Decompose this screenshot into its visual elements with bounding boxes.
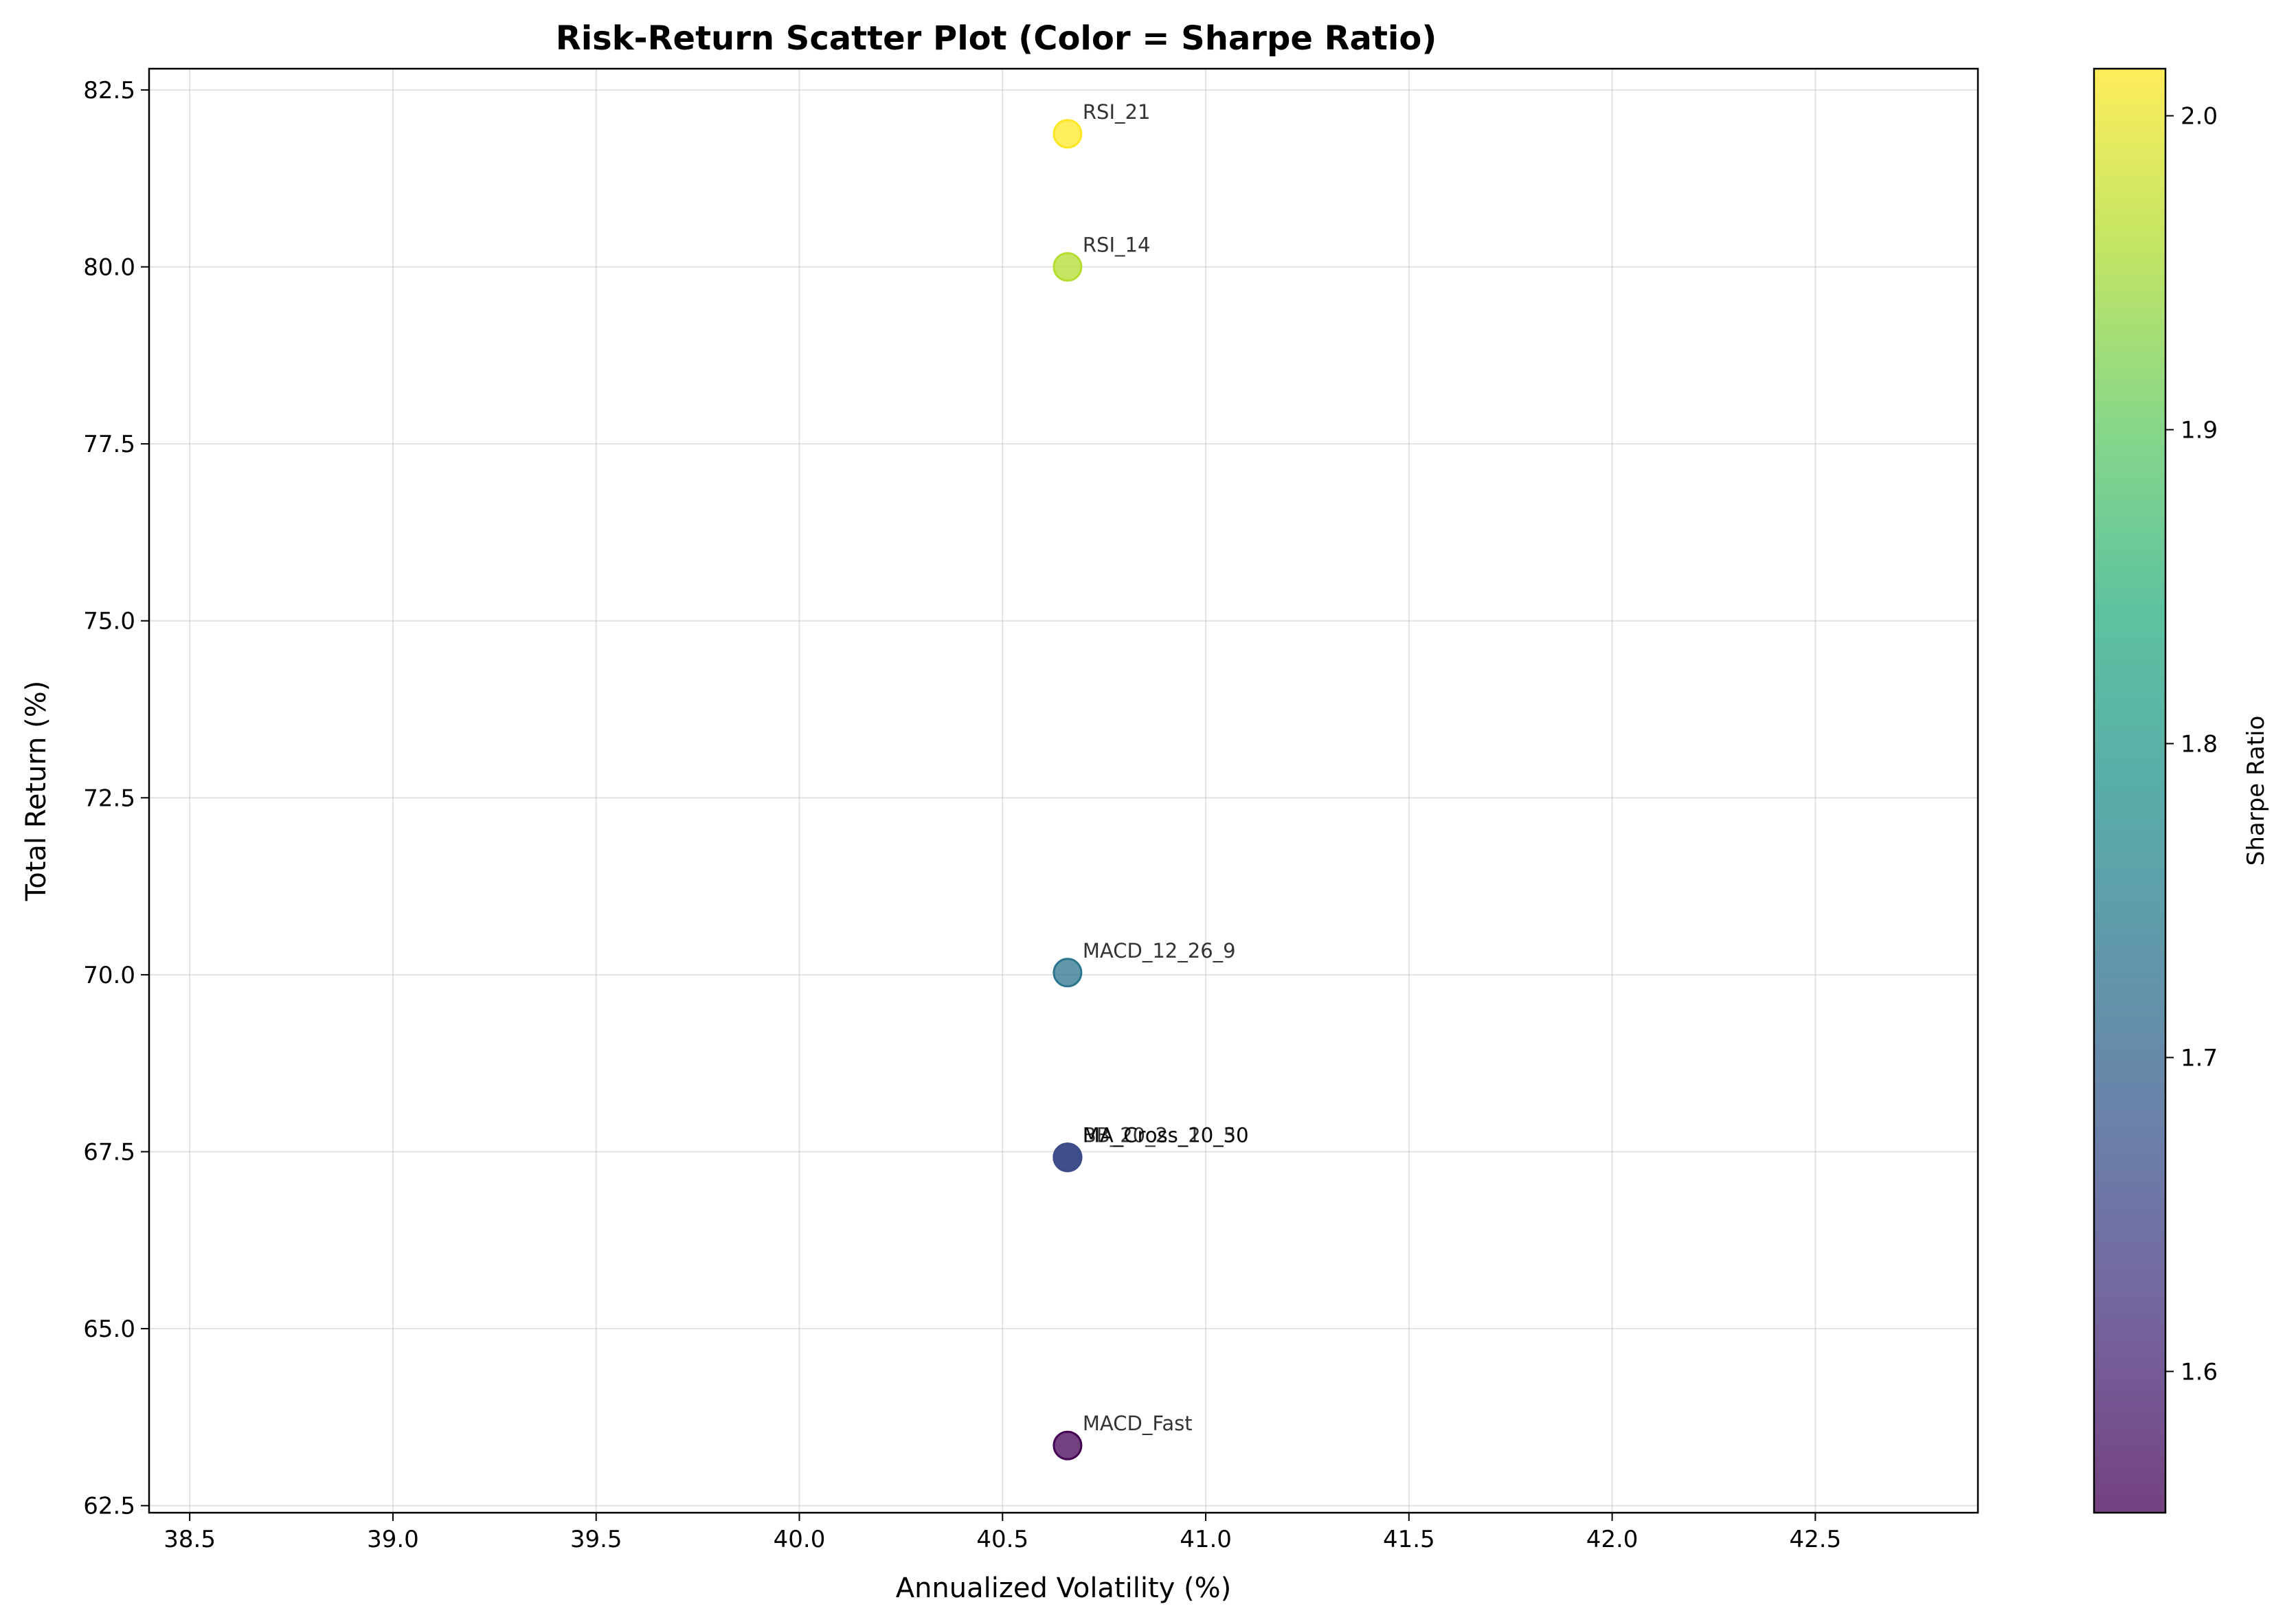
scatter-point [1053, 1142, 1083, 1173]
scatter-point [1053, 1430, 1083, 1461]
y-tick-label: 70.0 [83, 962, 135, 989]
y-tick-label: 62.5 [83, 1493, 135, 1520]
colorbar: 1.6 1.7 1.8 1.9 2.0 Sharpe Ratio [2093, 67, 2270, 1514]
x-tick-label: 38.5 [164, 1526, 216, 1553]
x-tick-label: 41.0 [1180, 1526, 1232, 1553]
y-tick-label: 65.0 [83, 1316, 135, 1343]
y-axis-title: Total Return (%) [21, 681, 52, 902]
point-label: MA_Cross_10_30 [1083, 1124, 1249, 1147]
x-tick-label: 39.0 [367, 1526, 419, 1553]
point-label: RSI_21 [1083, 100, 1151, 124]
y-tick-label: 82.5 [83, 77, 135, 104]
point-label: MACD_12_26_9 [1083, 939, 1236, 962]
y-tick-label: 67.5 [83, 1139, 135, 1166]
point-label: MACD_Fast [1083, 1412, 1193, 1435]
scatter-points [1053, 119, 1083, 1461]
x-tick-label: 41.5 [1383, 1526, 1435, 1553]
colorbar-tick-label: 1.8 [2181, 730, 2218, 758]
y-tick-label: 72.5 [83, 785, 135, 812]
colorbar-tick-label: 1.9 [2181, 417, 2218, 444]
grid-lines [149, 69, 1978, 1513]
point-labels: RSI_21RSI_14MACD_12_26_9MA_Cross_10_30MA… [1083, 100, 1249, 1435]
colorbar-tick-label: 1.6 [2181, 1358, 2218, 1386]
x-tick-label: 42.0 [1586, 1526, 1639, 1553]
y-tick-label: 75.0 [83, 608, 135, 635]
y-tick-label: 80.0 [83, 254, 135, 282]
point-label: MA_Cross_20_50 [1083, 1124, 1249, 1147]
scatter-point [1053, 119, 1083, 149]
x-tick-label: 39.5 [570, 1526, 622, 1553]
point-label: BB_20_2 [1083, 1124, 1168, 1147]
colorbar-gradient [2093, 67, 2167, 1514]
y-tick-label: 77.5 [83, 431, 135, 458]
point-label: RSI_14 [1083, 234, 1151, 257]
x-tick-label: 40.5 [976, 1526, 1028, 1553]
axis-ticks: 38.5 39.0 39.5 40.0 40.5 41.0 41.5 42.0 42.5 62.5… [83, 77, 1841, 1553]
x-tick-label: 40.0 [774, 1526, 826, 1553]
colorbar-tick-label: 2.0 [2181, 103, 2218, 131]
colorbar-ticks: 1.6 1.7 1.8 1.9 2.0 [2165, 103, 2218, 1386]
scatter-point [1053, 252, 1083, 282]
colorbar-tick-label: 1.7 [2181, 1044, 2218, 1072]
scatter-point [1053, 958, 1083, 988]
chart-title: Risk-Return Scatter Plot (Color = Sharpe… [556, 19, 1437, 58]
x-axis-title: Annualized Volatility (%) [896, 1572, 1232, 1604]
plot-frame [148, 67, 1979, 1514]
x-tick-label: 42.5 [1790, 1526, 1842, 1553]
colorbar-title: Sharpe Ratio [2242, 716, 2270, 866]
